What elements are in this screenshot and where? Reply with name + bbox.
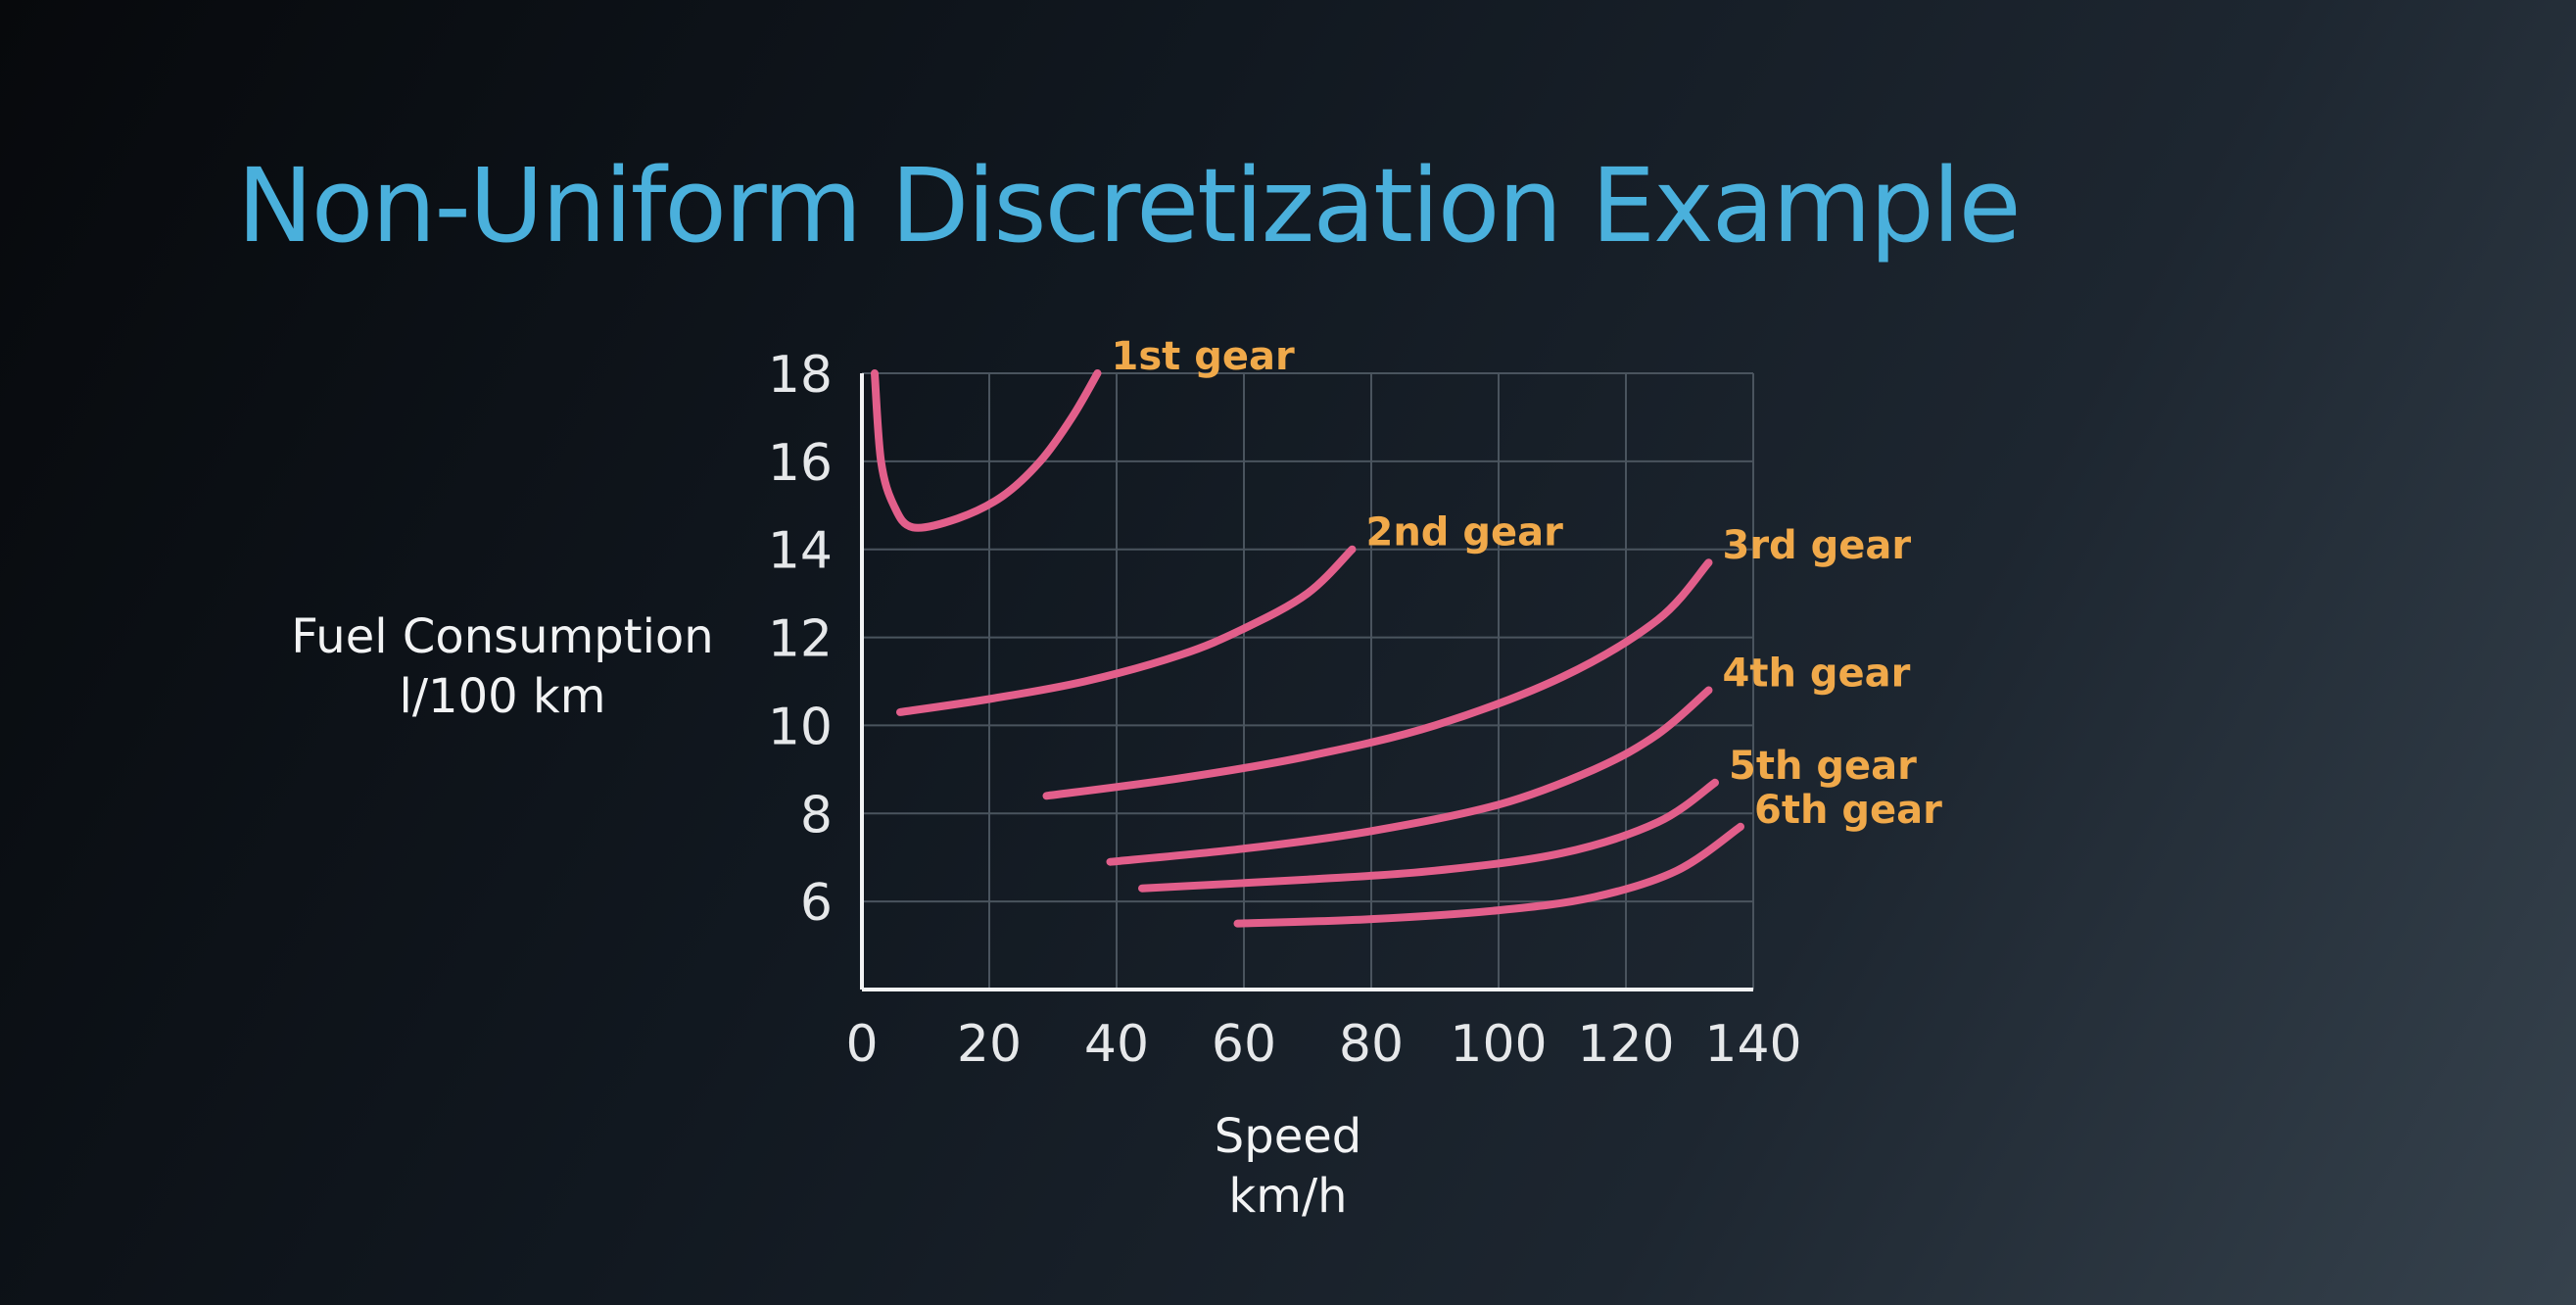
x-tick-label-140: 140 [1704,1015,1801,1074]
series-label-4th-gear: 4th gear [1723,651,1911,696]
x-tick-label-60: 60 [1212,1015,1276,1074]
y-tick-label-10: 10 [768,698,833,756]
slide-title: Non-Uniform Discretization Example [237,146,2022,266]
x-tick-label-80: 80 [1339,1015,1404,1074]
y-tick-label-12: 12 [768,610,833,669]
x-tick-label-100: 100 [1450,1015,1547,1074]
series-line-6th-gear [1233,822,1744,928]
series-line-2nd-gear [896,545,1357,716]
x-tick-label-0: 0 [845,1015,878,1074]
gear-series [871,369,1744,928]
y-tick-label-14: 14 [768,522,833,581]
y-tick-label-18: 18 [768,346,833,405]
chart-axes [860,373,1753,991]
y-tick-label-16: 16 [768,434,833,493]
series-label-5th-gear: 5th gear [1729,744,1917,789]
x-axis-title-line-2: km/h [1228,1169,1347,1224]
x-axis-title-line-1: Speed [1215,1109,1361,1164]
x-tick-label-20: 20 [957,1015,1022,1074]
y-tick-label-6: 6 [800,874,833,933]
x-tick-label-120: 120 [1577,1015,1674,1074]
series-label-1st-gear: 1st gear [1112,334,1295,379]
y-tick-label-8: 8 [800,786,833,845]
y-axis-title-line-1: Fuel Consumption [291,609,713,664]
chart-grid [862,372,1754,990]
series-line-4th-gear [1106,686,1713,866]
x-tick-label-40: 40 [1084,1015,1149,1074]
series-line-1st-gear [871,369,1102,532]
series-label-3rd-gear: 3rd gear [1723,523,1912,568]
series-line-5th-gear [1138,778,1719,893]
tick-labels: 0 20 40 60 80 100 120 140 6 8 10 12 14 16 18 [768,346,1802,1074]
series-label-2nd-gear: 2nd gear [1366,510,1564,556]
series-label-6th-gear: 6th gear [1754,788,1942,833]
series-line-3rd-gear [1042,558,1713,800]
gear-series-labels: 1st gear 2nd gear 3rd gear 4th gear 5th gear… [1112,334,1943,833]
y-axis-title-line-2: l/100 km [400,669,606,724]
